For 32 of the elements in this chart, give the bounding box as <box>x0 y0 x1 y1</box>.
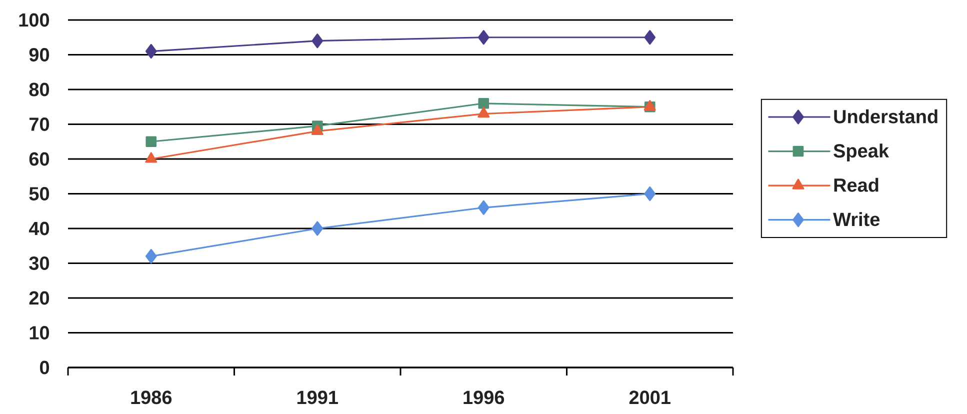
y-tick-label: 80 <box>29 82 50 96</box>
point <box>146 136 157 148</box>
point <box>145 44 157 59</box>
point <box>478 98 490 109</box>
legend-label: Read <box>834 178 878 192</box>
legend-label: Understand <box>834 109 938 124</box>
legend-label: Speak <box>834 144 890 162</box>
y-tick-label: 40 <box>28 222 50 236</box>
point <box>312 221 324 236</box>
y-tick-label: 10 <box>30 326 50 340</box>
point <box>145 248 157 264</box>
point <box>478 107 490 118</box>
y-tick-label: 20 <box>29 291 50 305</box>
point <box>311 124 324 135</box>
x-tick-label: 2001 <box>629 390 670 404</box>
y-tick-label: 70 <box>29 118 50 131</box>
y-tick-label: 90 <box>29 48 50 62</box>
point <box>145 152 158 163</box>
point <box>478 200 490 215</box>
x-tick-label: 1991 <box>297 390 338 404</box>
y-tick-label: 0 <box>40 360 50 374</box>
point <box>644 30 656 45</box>
x-tick-label: 1986 <box>131 390 172 404</box>
y-tick-label: 30 <box>29 256 50 270</box>
point <box>312 34 324 48</box>
legend-label: Write <box>833 212 880 226</box>
point <box>478 30 490 45</box>
y-tick-label: 50 <box>29 187 50 200</box>
y-tick-label: 100 <box>19 13 50 27</box>
y-tick-label: 60 <box>29 152 50 166</box>
x-tick-label: 1996 <box>464 390 504 404</box>
point <box>644 186 656 202</box>
